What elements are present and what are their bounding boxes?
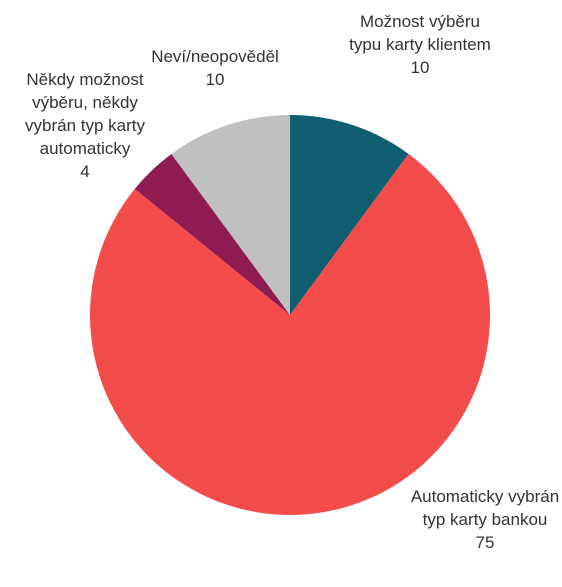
slice-value: 10 <box>410 58 430 77</box>
slice-label: Neví/neopověděl 10 <box>130 45 300 91</box>
slice-name: Neví/neopověděl <box>151 47 279 66</box>
pie-slice <box>290 115 409 315</box>
slice-label: Možnost výběru typu karty klientem 10 <box>345 10 495 79</box>
slice-label: Někdy možnost výběru, někdy vybrán typ k… <box>5 68 165 183</box>
pie-slice <box>171 115 290 315</box>
slice-value: 4 <box>80 162 90 181</box>
slice-name: Možnost výběru typu karty klientem <box>349 12 491 54</box>
slice-name: Automaticky vybrán typ karty bankou <box>410 487 560 529</box>
pie-slice <box>89 153 490 515</box>
slice-value: 10 <box>205 70 225 89</box>
slice-label: Automaticky vybrán typ karty bankou 75 <box>405 485 562 554</box>
slice-name: Někdy možnost výběru, někdy vybrán typ k… <box>25 70 145 158</box>
pie-slice <box>134 153 290 315</box>
slice-value: 75 <box>475 533 495 552</box>
